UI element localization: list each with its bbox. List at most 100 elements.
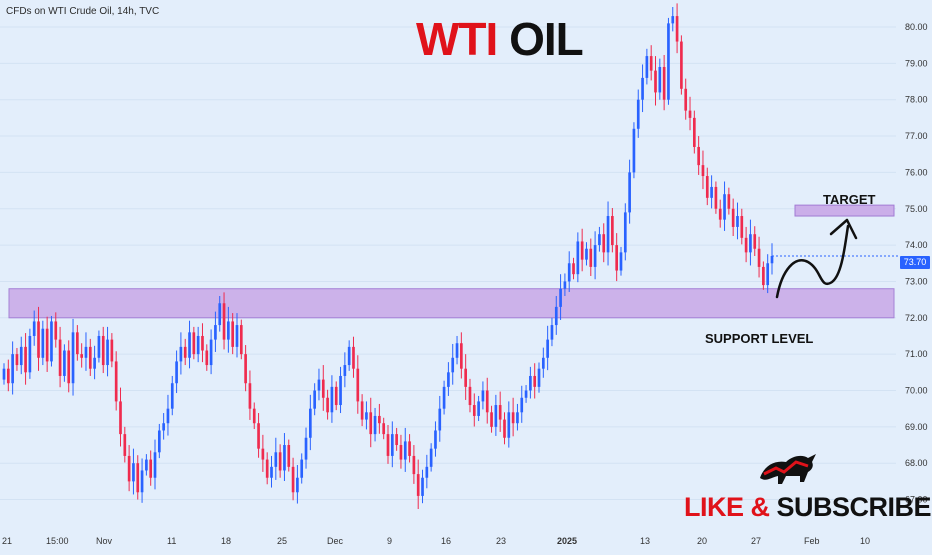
candle bbox=[19, 336, 23, 375]
candle-body bbox=[460, 343, 463, 369]
candle bbox=[110, 333, 114, 368]
target-zone bbox=[794, 204, 895, 217]
candle bbox=[231, 313, 235, 355]
candle bbox=[554, 295, 558, 335]
x-tick-label: 2025 bbox=[557, 536, 577, 546]
candle-body bbox=[766, 263, 770, 286]
candle-body bbox=[537, 368, 541, 387]
candle-body bbox=[196, 335, 200, 355]
candle-body bbox=[183, 346, 187, 358]
candle-body bbox=[227, 321, 230, 340]
candle-body bbox=[101, 335, 105, 366]
candle-body bbox=[701, 165, 705, 177]
candle-body bbox=[37, 321, 40, 358]
candle bbox=[28, 328, 32, 379]
candle-body bbox=[76, 332, 79, 355]
candle-body bbox=[408, 441, 411, 456]
candle bbox=[265, 452, 269, 485]
candle-body bbox=[343, 365, 347, 376]
candle bbox=[54, 312, 58, 348]
candle-body bbox=[593, 245, 597, 267]
candle-body bbox=[261, 448, 265, 460]
candle-body bbox=[175, 361, 178, 384]
x-tick-label: 10 bbox=[860, 536, 870, 546]
candle bbox=[283, 433, 286, 482]
candle bbox=[67, 340, 71, 393]
candle bbox=[304, 427, 308, 469]
candle bbox=[602, 223, 606, 263]
x-tick-label: 23 bbox=[496, 536, 506, 546]
candle bbox=[119, 387, 122, 447]
candle bbox=[50, 315, 53, 367]
candle-body bbox=[611, 216, 614, 246]
candle-body bbox=[770, 256, 774, 264]
candle bbox=[373, 407, 377, 442]
candle-body bbox=[623, 212, 627, 253]
candle-body bbox=[403, 441, 407, 460]
candles bbox=[2, 3, 898, 510]
candle-body bbox=[209, 339, 213, 366]
candle-body bbox=[248, 383, 252, 409]
candle-body bbox=[58, 339, 62, 376]
candle-body bbox=[252, 408, 256, 424]
candle bbox=[287, 439, 291, 472]
x-tick-label: 13 bbox=[640, 536, 650, 546]
candle-body bbox=[580, 241, 584, 260]
candle-body bbox=[425, 466, 429, 478]
candle bbox=[170, 375, 174, 416]
candle bbox=[132, 448, 135, 495]
candle-body bbox=[498, 405, 502, 420]
candle-body bbox=[304, 437, 308, 460]
headline-wti: WTI bbox=[416, 13, 498, 65]
candle bbox=[58, 326, 62, 388]
candle-body bbox=[162, 423, 165, 431]
candle-body bbox=[680, 41, 683, 89]
candle-body bbox=[598, 234, 601, 246]
candle-body bbox=[390, 434, 394, 456]
candle bbox=[485, 377, 489, 424]
candle-body bbox=[667, 23, 670, 100]
symbol-info: CFDs on WTI Crude Oil, 14h, TVC bbox=[6, 6, 160, 17]
bull-logo-icon bbox=[760, 454, 816, 484]
candle bbox=[403, 427, 407, 472]
candle-body bbox=[442, 386, 446, 409]
candle bbox=[412, 445, 416, 484]
candle-body bbox=[749, 234, 752, 253]
y-tick-label: 78.00 bbox=[905, 95, 928, 105]
candle bbox=[623, 203, 627, 261]
chart-grid bbox=[0, 26, 896, 501]
y-tick-label: 71.00 bbox=[905, 349, 928, 359]
candle bbox=[524, 385, 528, 403]
candle-body bbox=[563, 281, 567, 289]
candle-body bbox=[114, 361, 118, 402]
candle bbox=[701, 150, 705, 190]
candle bbox=[395, 427, 398, 451]
x-tick-label: Feb bbox=[804, 536, 820, 546]
candle bbox=[477, 395, 480, 422]
candle-body bbox=[19, 346, 23, 366]
candle-body bbox=[235, 325, 239, 347]
candle bbox=[559, 274, 562, 320]
candle bbox=[516, 403, 519, 431]
candle bbox=[386, 425, 390, 464]
candle bbox=[261, 434, 265, 472]
candle-body bbox=[97, 335, 101, 358]
candle bbox=[727, 187, 731, 215]
candle bbox=[93, 345, 96, 380]
projection-arrow bbox=[775, 218, 858, 299]
candle-body bbox=[15, 354, 19, 366]
candle-body bbox=[447, 372, 450, 387]
candle-body bbox=[697, 146, 700, 166]
candle-body bbox=[205, 350, 209, 366]
y-tick-label: 76.00 bbox=[905, 167, 928, 177]
candle-body bbox=[287, 445, 291, 467]
like-subscribe-cta[interactable]: LIKE & SUBSCRIBE bbox=[684, 492, 932, 523]
y-tick-label: 68.00 bbox=[905, 458, 928, 468]
candle-body bbox=[477, 401, 480, 416]
candle bbox=[464, 354, 468, 400]
candle-body bbox=[636, 99, 640, 129]
candle bbox=[438, 395, 442, 442]
candle-body bbox=[511, 412, 515, 424]
candle-body bbox=[516, 412, 519, 424]
candle bbox=[740, 208, 744, 245]
